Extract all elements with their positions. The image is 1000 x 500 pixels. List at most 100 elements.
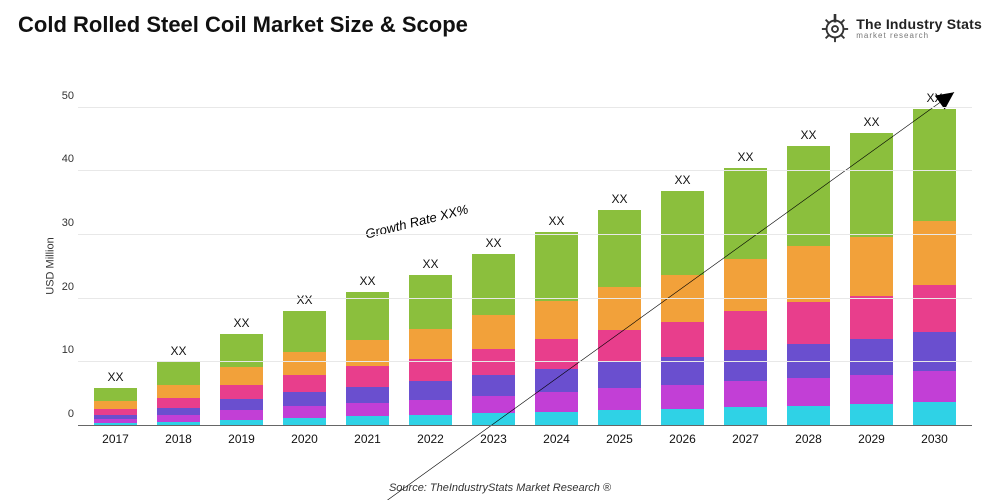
- bar-segment: [94, 401, 137, 409]
- bar-segment: [220, 410, 263, 420]
- gridline: [78, 107, 972, 108]
- x-category-label: 2029: [840, 426, 903, 446]
- bar-column: XX2018: [147, 76, 210, 426]
- bar-segment: [157, 385, 200, 398]
- bar-value-label: XX: [714, 150, 777, 164]
- bar-segment: [535, 339, 578, 368]
- bar-segment: [472, 396, 515, 413]
- x-category-label: 2027: [714, 426, 777, 446]
- bar-segment: [850, 404, 893, 426]
- x-category-label: 2028: [777, 426, 840, 446]
- bar-segment: [850, 339, 893, 375]
- bar-segment: [787, 146, 830, 246]
- bar-value-label: XX: [525, 214, 588, 228]
- x-category-label: 2022: [399, 426, 462, 446]
- x-category-label: 2026: [651, 426, 714, 446]
- gridline: [78, 234, 972, 235]
- y-tick-label: 20: [46, 281, 74, 293]
- bar-segment: [913, 285, 956, 333]
- bar-segment: [535, 412, 578, 426]
- bar-segment: [787, 378, 830, 406]
- bar-segment: [724, 350, 767, 381]
- x-category-label: 2018: [147, 426, 210, 446]
- x-category-label: 2017: [84, 426, 147, 446]
- bar-segment: [724, 407, 767, 426]
- bar-segment: [913, 371, 956, 403]
- bar-column: XX2030: [903, 76, 966, 426]
- bar-segment: [283, 311, 326, 352]
- stacked-bar: [346, 76, 389, 426]
- bar-column: XX2019: [210, 76, 273, 426]
- bar-group: XX2017XX2018XX2019XX2020XX2021XX2022XX20…: [78, 76, 972, 426]
- bar-segment: [346, 387, 389, 404]
- bar-segment: [346, 292, 389, 339]
- bar-segment: [850, 133, 893, 237]
- plot-region: XX2017XX2018XX2019XX2020XX2021XX2022XX20…: [78, 76, 972, 426]
- bar-segment: [409, 381, 452, 399]
- gridline: [78, 425, 972, 426]
- chart-title: Cold Rolled Steel Coil Market Size & Sco…: [18, 12, 468, 38]
- bar-value-label: XX: [462, 236, 525, 250]
- bar-segment: [535, 369, 578, 393]
- bar-segment: [535, 392, 578, 412]
- bar-segment: [850, 375, 893, 404]
- bar-segment: [220, 385, 263, 399]
- y-tick-label: 10: [46, 344, 74, 356]
- bar-segment: [913, 221, 956, 285]
- page-root: Cold Rolled Steel Coil Market Size & Sco…: [0, 0, 1000, 500]
- bar-segment: [913, 332, 956, 370]
- bar-segment: [661, 409, 704, 426]
- bar-value-label: XX: [210, 316, 273, 330]
- bar-segment: [598, 388, 641, 410]
- gridline: [78, 361, 972, 362]
- bar-column: XX2025: [588, 76, 651, 426]
- bar-segment: [598, 410, 641, 426]
- x-category-label: 2023: [462, 426, 525, 446]
- bar-segment: [157, 408, 200, 416]
- bar-column: XX2029: [840, 76, 903, 426]
- bar-segment: [661, 191, 704, 274]
- y-tick-label: 40: [46, 153, 74, 165]
- stacked-bar: [661, 76, 704, 426]
- gridline: [78, 298, 972, 299]
- bar-segment: [157, 362, 200, 385]
- source-caption: Source: TheIndustryStats Market Research…: [0, 482, 1000, 494]
- x-category-label: 2019: [210, 426, 273, 446]
- x-category-label: 2020: [273, 426, 336, 446]
- stacked-bar: [220, 76, 263, 426]
- bar-column: XX2027: [714, 76, 777, 426]
- gridline: [78, 170, 972, 171]
- bar-column: XX2028: [777, 76, 840, 426]
- bar-value-label: XX: [273, 293, 336, 307]
- bar-value-label: XX: [147, 344, 210, 358]
- bar-segment: [850, 237, 893, 296]
- x-category-label: 2025: [588, 426, 651, 446]
- stacked-bar: [283, 76, 326, 426]
- stacked-bar: [913, 76, 956, 426]
- bar-segment: [724, 168, 767, 260]
- bar-segment: [724, 259, 767, 311]
- bar-column: XX2020: [273, 76, 336, 426]
- bar-segment: [787, 302, 830, 344]
- stacked-bar: [724, 76, 767, 426]
- brand-text: The Industry Stats market research: [856, 17, 982, 40]
- bar-value-label: XX: [777, 128, 840, 142]
- bar-column: XX2024: [525, 76, 588, 426]
- bar-value-label: XX: [399, 257, 462, 271]
- bar-value-label: XX: [84, 370, 147, 384]
- bar-segment: [787, 406, 830, 426]
- stacked-bar: [472, 76, 515, 426]
- bar-segment: [724, 381, 767, 407]
- bar-segment: [661, 385, 704, 409]
- y-tick-label: 0: [46, 408, 74, 420]
- bar-segment: [283, 392, 326, 406]
- gear-icon: [820, 14, 850, 44]
- bar-segment: [472, 375, 515, 396]
- bar-segment: [220, 399, 263, 410]
- y-tick-label: 50: [46, 90, 74, 102]
- bar-column: XX2017: [84, 76, 147, 426]
- bar-segment: [913, 402, 956, 426]
- bar-segment: [535, 232, 578, 301]
- bar-segment: [94, 388, 137, 401]
- bar-segment: [598, 362, 641, 388]
